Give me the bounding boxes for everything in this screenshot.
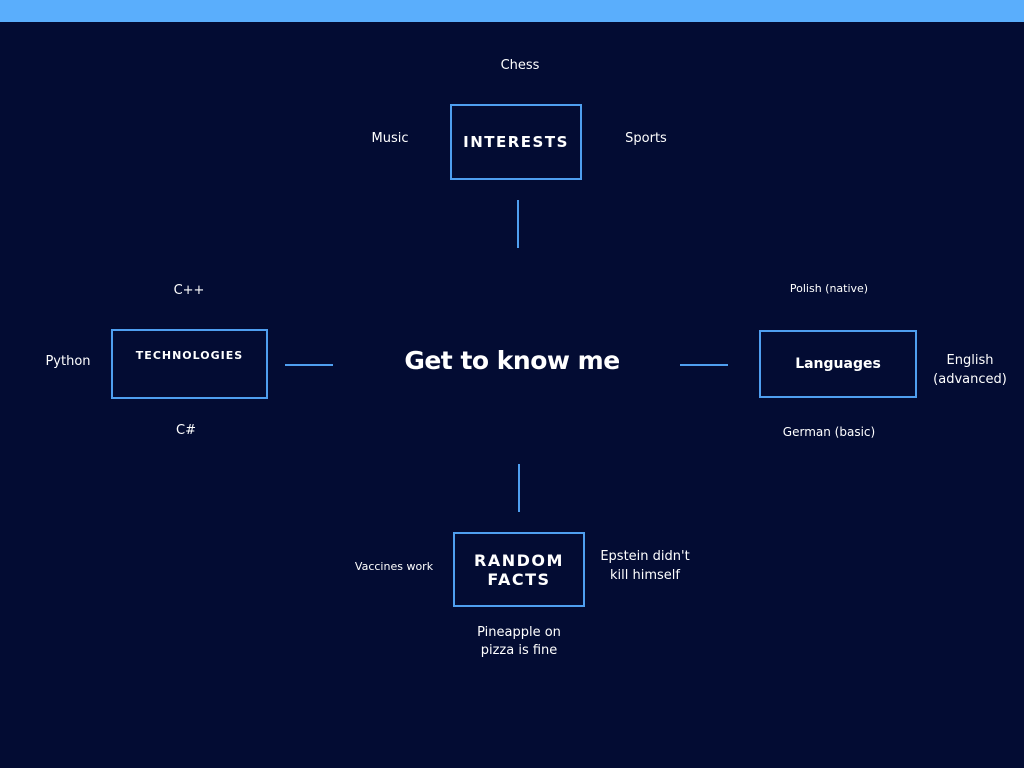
technology-item-top: C++	[173, 283, 205, 298]
node-interests: INTERESTS	[450, 104, 582, 180]
technology-item-bottom: C#	[176, 423, 196, 438]
language-item-right-line1: English	[946, 353, 994, 368]
diagram-title: Get to know me	[404, 346, 620, 375]
node-technologies-label: TECHNOLOGIES	[135, 349, 244, 362]
node-random-facts-label-line2: FACTS	[487, 569, 551, 589]
fact-item-bottom-line2: pizza is fine	[480, 643, 558, 658]
fact-item-right-line2: kill himself	[610, 568, 680, 583]
fact-item-bottom-line1: Pineapple on	[477, 625, 561, 640]
node-languages-label: Languages	[795, 356, 881, 372]
connector-languages	[680, 364, 728, 366]
fact-item-right-line1: Epstein didn't	[600, 549, 690, 564]
fact-item-left: Vaccines work	[354, 560, 434, 573]
interest-item-left: Music	[371, 131, 409, 146]
connector-interests	[517, 200, 519, 248]
node-interests-label: INTERESTS	[463, 133, 569, 151]
technology-item-left: Python	[45, 354, 91, 369]
node-random-facts: RANDOM FACTS	[453, 532, 585, 607]
connector-random-facts	[518, 464, 520, 512]
node-technologies: TECHNOLOGIES	[111, 329, 268, 399]
language-item-bottom: German (basic)	[782, 425, 876, 439]
connector-technologies	[285, 364, 333, 366]
node-languages: Languages	[759, 330, 917, 398]
language-item-right-line2: (advanced)	[933, 372, 1007, 387]
interest-item-top: Chess	[500, 58, 540, 73]
top-accent-bar	[0, 0, 1024, 22]
interest-item-right: Sports	[625, 131, 667, 146]
language-item-top: Polish (native)	[789, 282, 869, 295]
node-random-facts-label-line1: RANDOM	[474, 550, 564, 570]
